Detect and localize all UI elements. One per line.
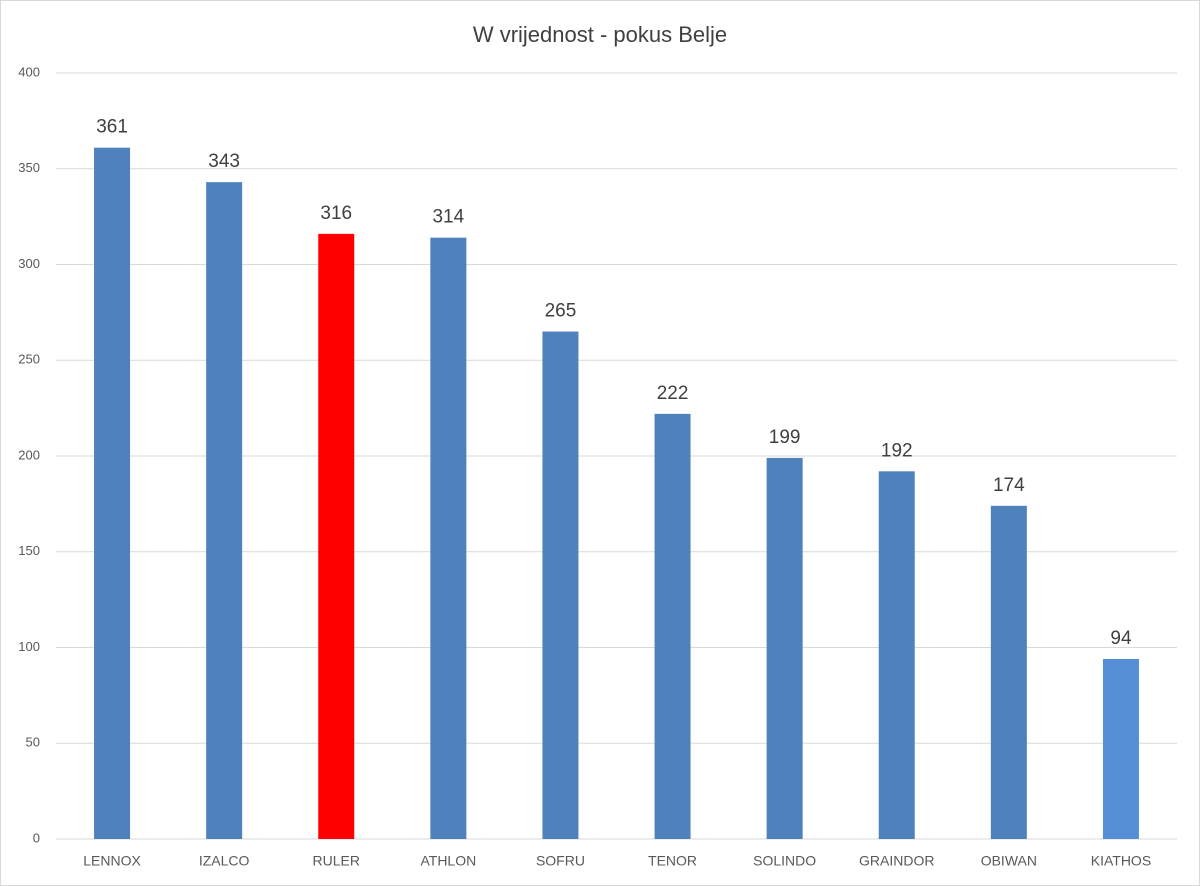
y-tick-label: 200 xyxy=(18,447,40,462)
y-tick-label: 0 xyxy=(33,830,40,845)
y-tick-label: 150 xyxy=(18,543,40,558)
x-tick-label: GRAINDOR xyxy=(859,853,934,869)
bar xyxy=(990,505,1027,839)
data-label: 361 xyxy=(96,117,128,138)
chart-title: W vrijednost - pokus Belje xyxy=(473,22,727,47)
bar xyxy=(94,147,131,839)
x-tick-label: KIATHOS xyxy=(1091,853,1151,869)
x-tick-label: OBIWAN xyxy=(981,853,1037,869)
x-tick-label: IZALCO xyxy=(199,853,250,869)
y-tick-label: 250 xyxy=(18,352,40,367)
data-label: 222 xyxy=(657,383,689,404)
y-tick-label: 300 xyxy=(18,256,40,271)
y-tick-label: 50 xyxy=(26,735,40,750)
bar xyxy=(542,331,579,839)
x-tick-label: LENNOX xyxy=(83,853,141,869)
bar xyxy=(654,413,691,839)
bar xyxy=(206,182,243,839)
x-tick-label: TENOR xyxy=(648,853,697,869)
data-label: 343 xyxy=(208,151,240,172)
bar xyxy=(318,233,355,840)
bar xyxy=(878,471,915,839)
bar xyxy=(1102,658,1139,839)
y-tick-label: 350 xyxy=(18,160,40,175)
x-tick-label: ATHLON xyxy=(420,853,476,869)
x-tick-label: RULER xyxy=(313,853,360,869)
data-label: 265 xyxy=(545,301,577,322)
bar xyxy=(766,457,803,839)
data-label: 314 xyxy=(432,207,464,228)
y-tick-label: 400 xyxy=(18,64,40,79)
y-tick-label: 100 xyxy=(18,639,40,654)
data-label: 94 xyxy=(1110,628,1132,649)
data-label: 174 xyxy=(993,475,1025,496)
data-label: 199 xyxy=(769,427,801,448)
x-tick-label: SOFRU xyxy=(536,853,585,869)
data-label: 192 xyxy=(881,440,913,461)
data-label: 316 xyxy=(320,203,352,224)
x-tick-label: SOLINDO xyxy=(753,853,816,869)
bar xyxy=(430,237,467,839)
